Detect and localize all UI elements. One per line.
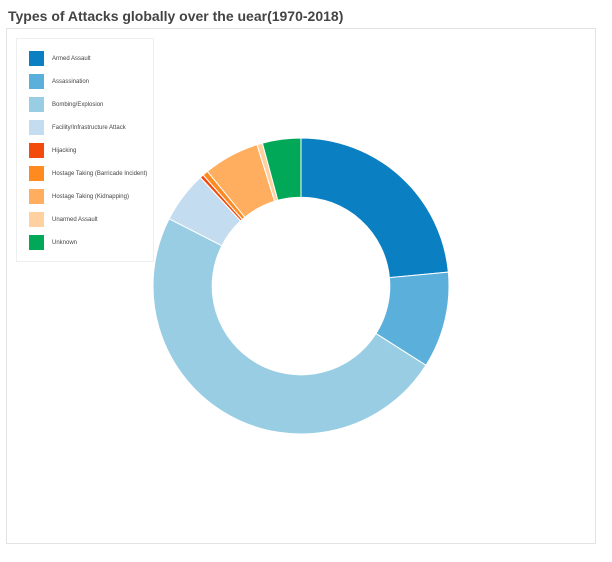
donut-slice-3[interactable] <box>152 218 427 435</box>
legend-item[interactable]: Hostage Taking (Kidnapping) <box>29 189 129 204</box>
legend-swatch <box>29 51 44 66</box>
legend-swatch <box>29 212 44 227</box>
legend-label: Assassination <box>52 78 90 85</box>
chart-legend: Armed Assault Assassination Bombing/Explos… <box>16 38 154 262</box>
legend-item[interactable]: Facility/Infrastructure Attack <box>29 120 126 135</box>
legend-swatch <box>29 143 44 158</box>
donut-slice-1[interactable] <box>300 137 449 279</box>
legend-swatch <box>29 97 44 112</box>
legend-label: Bombing/Explosion <box>52 101 104 108</box>
legend-swatch <box>29 120 44 135</box>
legend-item[interactable]: Hostage Taking (Barricade Incident) <box>29 166 147 181</box>
legend-swatch <box>29 166 44 181</box>
legend-label: Hijacking <box>52 147 77 154</box>
legend-label: Facility/Infrastructure Attack <box>52 124 126 131</box>
legend-item[interactable]: Unarmed Assault <box>29 212 98 227</box>
legend-label: Hostage Taking (Kidnapping) <box>52 193 129 200</box>
legend-swatch <box>29 189 44 204</box>
chart-title: Types of Attacks globally over the uear(… <box>8 8 344 24</box>
legend-item[interactable]: Armed Assault <box>29 51 91 66</box>
legend-label: Armed Assault <box>52 55 91 62</box>
legend-label: Hostage Taking (Barricade Incident) <box>52 170 148 177</box>
donut-slices <box>152 137 450 435</box>
legend-item[interactable]: Unknown <box>29 235 77 250</box>
legend-label: Unarmed Assault <box>52 216 98 223</box>
legend-swatch <box>29 235 44 250</box>
legend-item[interactable]: Hijacking <box>29 143 76 158</box>
legend-item[interactable]: Assassination <box>29 74 89 89</box>
legend-label: Unknown <box>52 239 78 246</box>
legend-item[interactable]: Bombing/Explosion <box>29 97 103 112</box>
donut-slice-9[interactable] <box>261 137 302 201</box>
legend-swatch <box>29 74 44 89</box>
